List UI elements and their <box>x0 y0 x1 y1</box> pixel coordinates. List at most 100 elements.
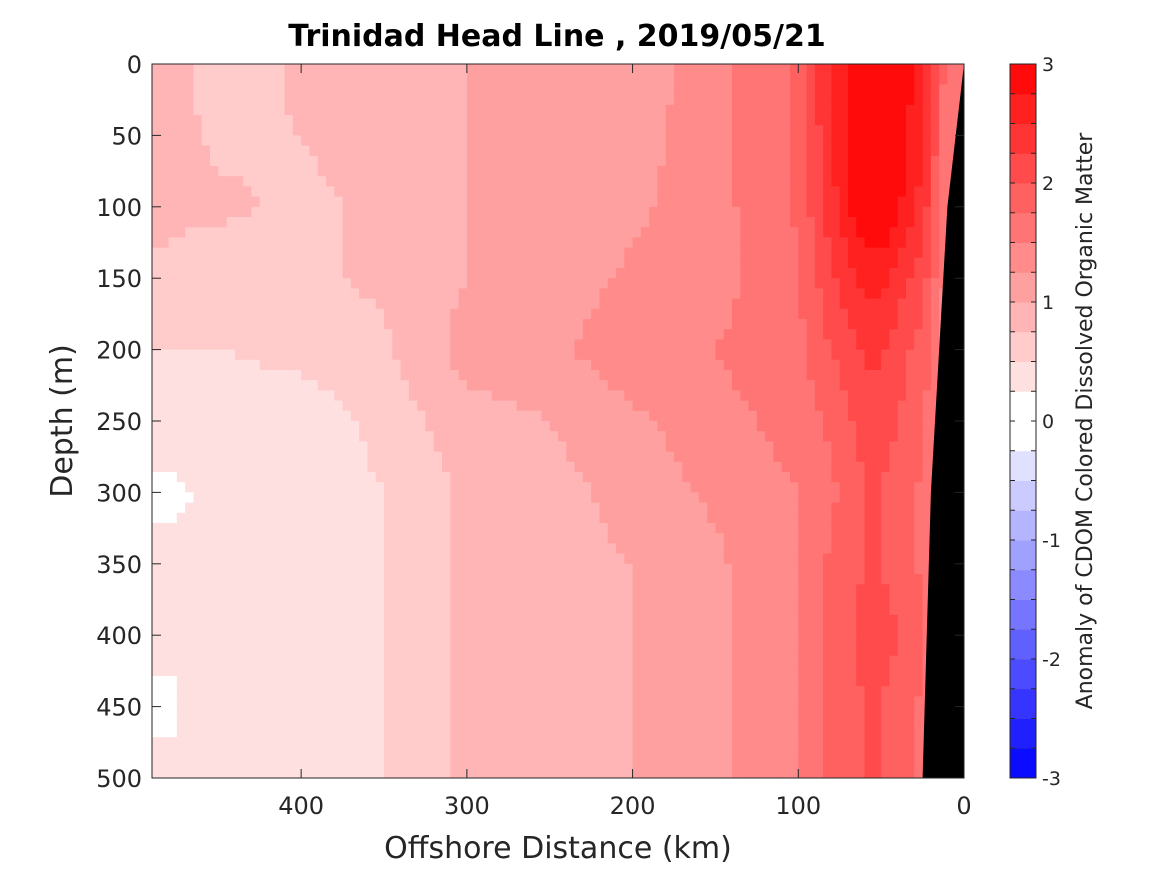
field-cell <box>309 288 319 300</box>
field-cell <box>160 370 170 381</box>
field-cell <box>640 186 650 198</box>
field-cell <box>657 308 667 320</box>
field-cell <box>284 84 294 96</box>
field-cell <box>193 196 203 208</box>
field-cell <box>284 472 294 483</box>
field-cell <box>624 145 634 157</box>
field-cell <box>814 268 824 279</box>
field-cell <box>632 227 642 238</box>
field-cell <box>218 288 228 300</box>
field-cell <box>624 574 634 585</box>
field-cell <box>152 339 161 351</box>
field-cell <box>765 247 775 259</box>
field-cell <box>226 533 236 544</box>
field-cell <box>309 196 319 208</box>
field-cell <box>740 472 750 483</box>
field-cell <box>632 166 642 177</box>
field-cell <box>856 339 866 351</box>
field-cell <box>616 523 625 534</box>
field-cell <box>607 268 617 279</box>
field-cell <box>541 268 551 279</box>
field-cell <box>549 186 559 198</box>
field-cell <box>748 237 758 249</box>
field-cell <box>168 176 178 187</box>
field-cell <box>350 155 360 167</box>
field-cell <box>317 125 327 136</box>
field-cell <box>375 400 385 412</box>
field-cell <box>268 206 277 218</box>
field-cell <box>160 247 170 259</box>
field-cell <box>334 186 344 198</box>
field-cell <box>533 247 543 259</box>
field-cell <box>558 155 567 167</box>
field-cell <box>599 319 609 330</box>
field-cell <box>292 523 302 534</box>
field-cell <box>881 319 891 330</box>
field-cell <box>317 390 327 402</box>
field-cell <box>707 237 717 249</box>
field-cell <box>914 308 924 320</box>
field-cell <box>881 227 891 238</box>
field-cell <box>491 257 501 269</box>
field-cell <box>839 206 849 218</box>
field-cell <box>152 319 161 330</box>
field-cell <box>317 482 327 493</box>
field-cell <box>823 502 833 514</box>
field-cell <box>765 492 775 504</box>
field-cell <box>897 451 907 463</box>
field-cell <box>781 288 791 300</box>
field-cell <box>541 482 551 493</box>
field-cell <box>566 308 576 320</box>
field-cell <box>848 533 857 544</box>
field-cell <box>475 410 485 422</box>
field-cell <box>806 400 816 412</box>
field-cell <box>897 370 907 381</box>
field-cell <box>185 472 195 483</box>
field-cell <box>251 441 261 453</box>
field-cell <box>475 196 485 208</box>
field-cell <box>417 145 427 157</box>
field-cell <box>433 370 443 381</box>
field-cell <box>533 461 543 473</box>
field-cell <box>649 257 659 269</box>
field-cell <box>524 482 534 493</box>
field-cell <box>442 339 451 351</box>
field-cell <box>922 115 932 126</box>
field-cell <box>922 410 932 422</box>
field-cell <box>939 64 949 75</box>
field-cell <box>881 553 891 565</box>
field-cell <box>417 563 427 575</box>
field-cell <box>234 155 244 167</box>
field-cell <box>218 349 228 361</box>
field-cell <box>914 257 924 269</box>
field-cell <box>806 196 816 208</box>
field-cell <box>947 145 957 157</box>
field-cell <box>533 115 543 126</box>
field-cell <box>251 523 261 534</box>
field-cell <box>450 104 460 116</box>
field-cell <box>508 431 518 442</box>
field-cell <box>442 370 451 381</box>
field-cell <box>375 308 385 320</box>
field-cell <box>450 145 460 157</box>
field-cell <box>707 574 717 585</box>
field-cell <box>160 349 170 361</box>
field-cell <box>541 472 551 483</box>
field-cell <box>690 492 700 504</box>
field-cell <box>234 339 244 351</box>
field-cell <box>375 502 385 514</box>
field-cell <box>756 533 766 544</box>
field-cell <box>475 217 485 228</box>
field-cell <box>268 461 277 473</box>
field-cell <box>375 574 385 585</box>
field-cell <box>185 370 195 381</box>
field-cell <box>251 155 261 167</box>
field-cell <box>201 461 211 473</box>
field-cell <box>541 257 551 269</box>
field-cell <box>674 74 683 85</box>
field-cell <box>723 247 733 259</box>
field-cell <box>533 472 543 483</box>
field-cell <box>326 553 335 565</box>
field-cell <box>392 196 402 208</box>
field-cell <box>384 390 393 402</box>
